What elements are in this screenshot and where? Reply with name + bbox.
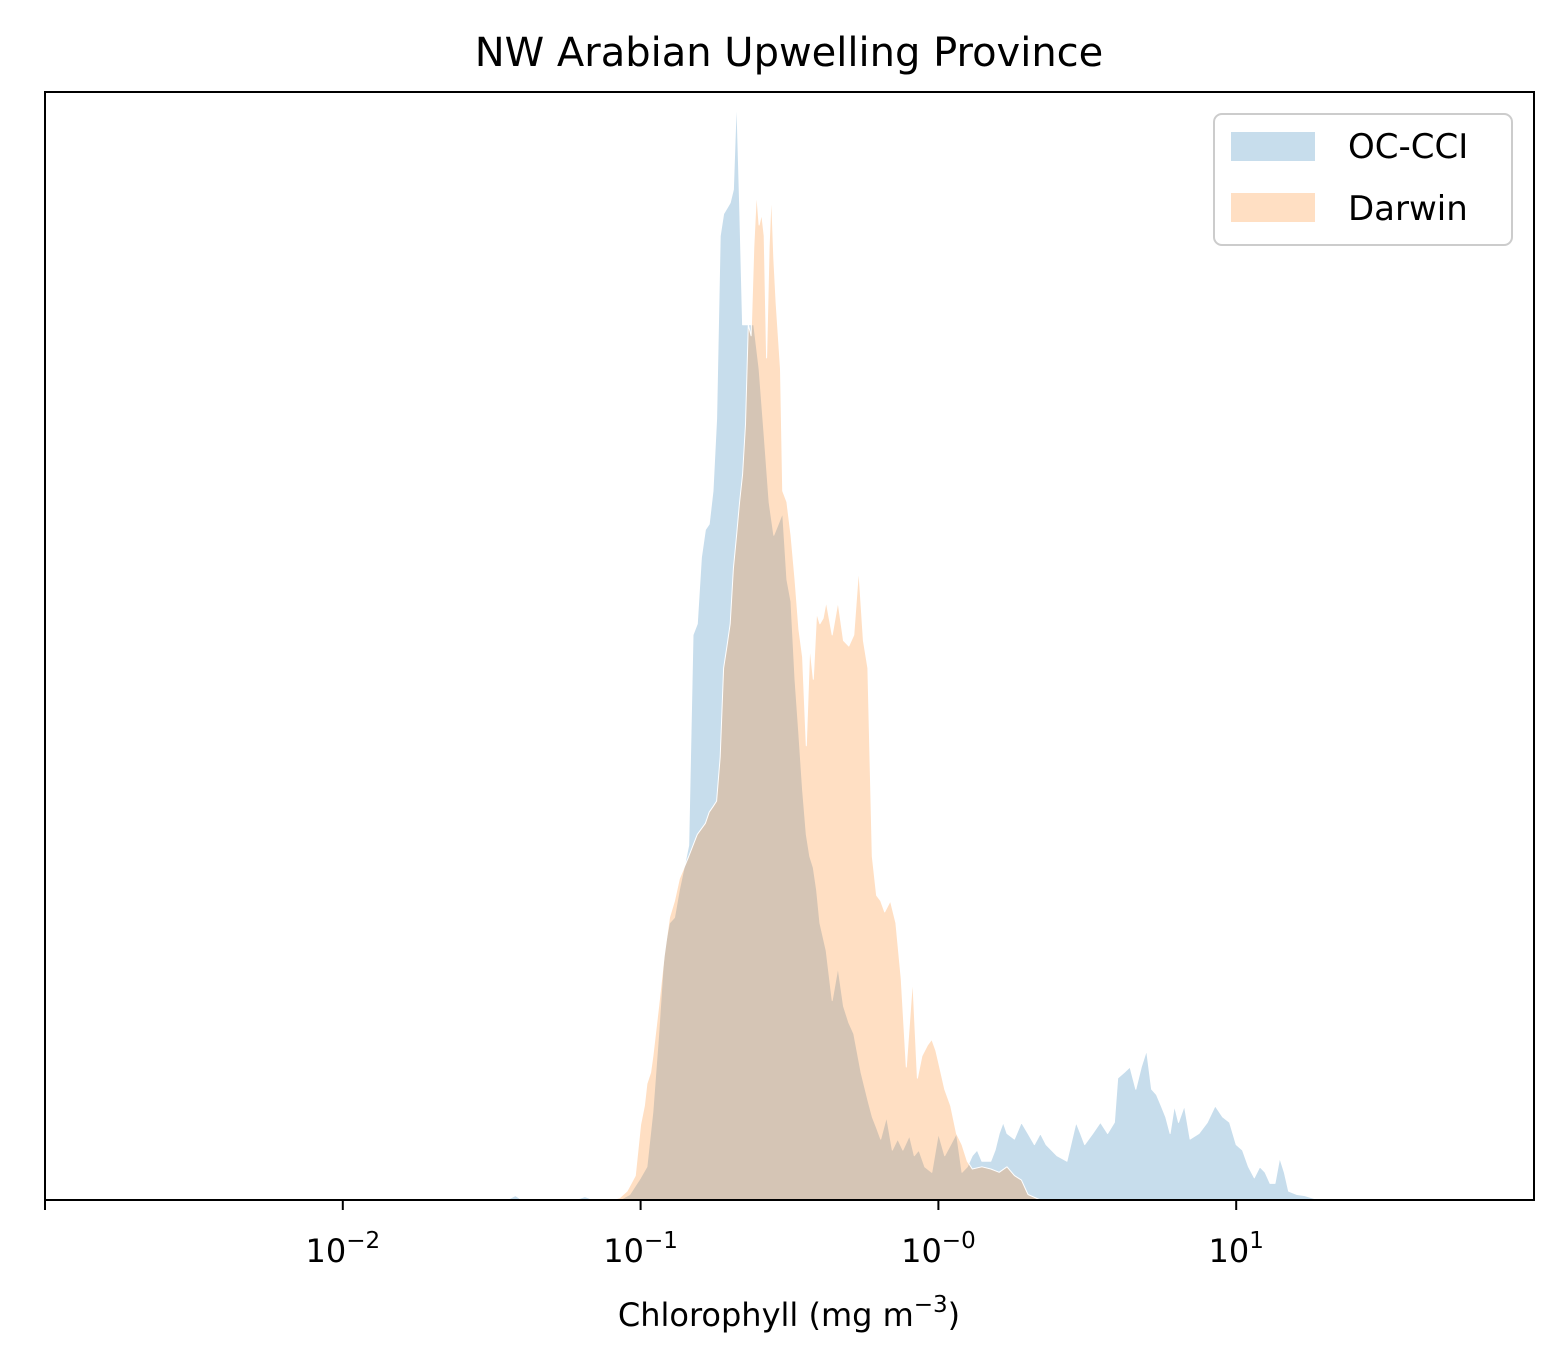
x-tick-label: 10−1 [603, 1228, 678, 1270]
x-tick-exponent: 1 [1249, 1228, 1264, 1254]
x-axis-label-exponent: −3 [914, 1292, 948, 1318]
legend-swatch-oc-cci [1231, 132, 1315, 161]
legend-frame [1213, 113, 1513, 246]
chart-title: NW Arabian Upwelling Province [475, 30, 1104, 76]
series-layer [506, 94, 1320, 1201]
x-tick-base: 10 [1209, 1232, 1250, 1270]
x-axis-label-text: Chlorophyll (mg m [618, 1296, 914, 1334]
x-tick-exponent: −1 [644, 1228, 678, 1254]
x-tick-label: 10−0 [901, 1228, 976, 1270]
series-area-darwin [611, 191, 1041, 1201]
x-axis-ticks: 10−2 10−1 10−0 101 [44, 1200, 1264, 1270]
x-axis-label: Chlorophyll (mg m−3) [618, 1292, 960, 1334]
x-tick-exponent: −0 [942, 1228, 976, 1254]
legend-label-oc-cci: OC-CCI [1348, 127, 1468, 167]
x-tick-base: 10 [305, 1232, 346, 1270]
legend: OC-CCI Darwin [1213, 113, 1513, 246]
legend-label-darwin: Darwin [1348, 189, 1468, 229]
legend-swatch-darwin [1231, 193, 1315, 222]
x-tick-exponent: −2 [346, 1228, 380, 1254]
x-axis-label-close: ) [948, 1296, 960, 1334]
x-tick-base: 10 [901, 1232, 942, 1270]
x-tick-label: 10−2 [305, 1228, 380, 1270]
series-area-oc-cci [506, 94, 1320, 1201]
x-tick-base: 10 [603, 1232, 644, 1270]
x-tick-label: 101 [1209, 1228, 1264, 1270]
plot-frame [44, 91, 1535, 1201]
